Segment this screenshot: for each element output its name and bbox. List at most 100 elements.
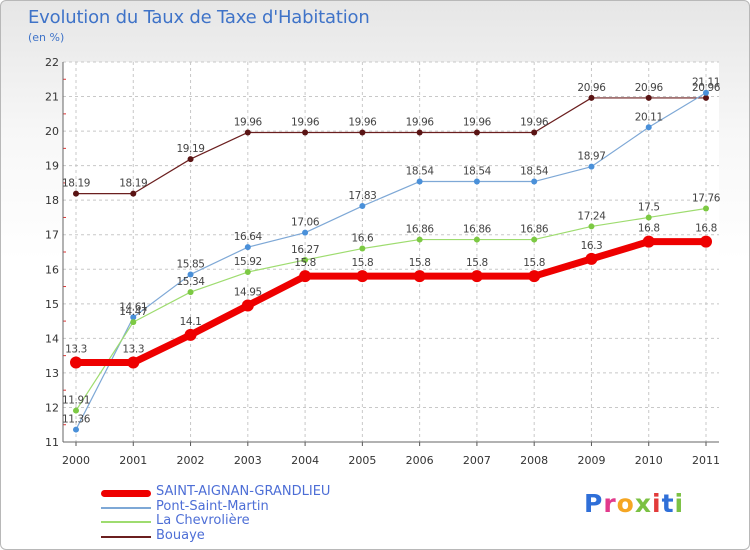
- data-label: 18.97: [577, 151, 605, 163]
- legend-swatch: [101, 489, 151, 497]
- data-label: 19.96: [348, 116, 377, 128]
- data-label: 16.86: [520, 224, 549, 236]
- y-tick-label: 20: [45, 125, 59, 138]
- line-chart: 11 12 13 14 15 16 17 18 19 20 21 22 2000 2001 2002 2003…: [45, 56, 721, 467]
- data-point: [130, 319, 137, 326]
- data-point: [244, 244, 251, 251]
- x-tick-label: 2000: [62, 454, 90, 467]
- x-tick-label: 2004: [291, 454, 319, 467]
- data-label: 16.8: [638, 223, 660, 235]
- logo-letter: P: [584, 489, 604, 518]
- data-point: [244, 129, 251, 136]
- data-label: 15.92: [234, 256, 262, 268]
- y-tick-label: 14: [45, 332, 59, 345]
- data-point: [359, 203, 366, 210]
- data-label: 17.06: [291, 217, 320, 229]
- data-label: 20.96: [692, 82, 721, 94]
- chart-title: Evolution du Taux de Taxe d'Habitation: [28, 7, 370, 28]
- data-label: 17.83: [348, 190, 376, 202]
- legend-label: Pont-Saint-Martin: [156, 498, 269, 514]
- data-point: [645, 124, 652, 131]
- data-label: 17.5: [638, 201, 660, 213]
- x-tick-label: 2009: [577, 454, 605, 467]
- data-point: [241, 299, 254, 312]
- data-point: [73, 190, 79, 197]
- data-label: 20.96: [635, 82, 664, 94]
- data-label: 14.47: [119, 306, 147, 318]
- logo-letter: x: [634, 489, 652, 518]
- data-point: [531, 129, 538, 136]
- data-point: [645, 94, 652, 101]
- legend-label: SAINT-AIGNAN-GRANDLIEU: [156, 484, 331, 499]
- legend-label: La Chevrolière: [156, 513, 250, 528]
- series-line: [75, 207, 707, 412]
- data-label: 14.61: [119, 301, 147, 313]
- data-point: [187, 271, 194, 278]
- data-point: [299, 270, 312, 283]
- data-label: 19.96: [291, 116, 320, 128]
- data-point: [588, 94, 595, 101]
- data-label: 15.8: [409, 257, 431, 269]
- data-label: 16.86: [463, 224, 492, 236]
- data-point: [416, 236, 423, 243]
- data-label: 16.3: [581, 240, 603, 252]
- data-point: [470, 270, 483, 283]
- logo-letter: o: [616, 489, 635, 518]
- data-label: 16.64: [234, 231, 263, 243]
- data-point: [130, 314, 137, 321]
- data-point: [588, 223, 595, 230]
- data-point: [645, 214, 652, 221]
- data-label: 19.96: [463, 116, 492, 128]
- data-label: 18.19: [119, 178, 147, 190]
- logo-letter: r: [603, 489, 617, 518]
- data-label: 15.8: [351, 257, 373, 269]
- data-point: [356, 270, 369, 283]
- data-point: [416, 129, 423, 136]
- data-point: [127, 356, 140, 369]
- data-point: [73, 426, 79, 433]
- data-point: [473, 129, 480, 136]
- series-line: [72, 238, 710, 367]
- data-label: 16.86: [406, 224, 435, 236]
- data-label: 13.3: [65, 344, 87, 356]
- data-point: [473, 178, 480, 185]
- series-line: [75, 92, 707, 431]
- data-label: 11.36: [62, 414, 91, 426]
- data-label: 19.19: [177, 143, 205, 155]
- x-tick-label: 2002: [177, 454, 205, 467]
- x-tick-label: 2010: [635, 454, 663, 467]
- data-point: [187, 289, 194, 296]
- data-label: 20.11: [635, 111, 663, 123]
- data-label: 18.54: [463, 166, 492, 178]
- y-tick-label: 17: [45, 229, 59, 242]
- data-label: 16.8: [695, 223, 717, 235]
- data-point: [703, 89, 709, 96]
- data-point: [473, 236, 480, 243]
- series-line: [75, 97, 707, 195]
- data-label: 15.8: [523, 257, 545, 269]
- data-point: [413, 270, 426, 283]
- data-point: [244, 269, 251, 276]
- data-point: [130, 190, 137, 197]
- data-label: 18.54: [520, 166, 549, 178]
- data-label: 21.11: [692, 77, 720, 89]
- data-point: [642, 235, 655, 248]
- data-point: [531, 236, 538, 243]
- data-point: [359, 129, 366, 136]
- data-point: [302, 129, 309, 136]
- y-tick-label: 18: [45, 194, 59, 207]
- data-label: 15.34: [177, 276, 206, 288]
- legend-swatch: [101, 521, 151, 523]
- data-point: [703, 205, 709, 212]
- y-tick-label: 11: [45, 436, 59, 449]
- y-tick-label: 22: [45, 56, 59, 69]
- data-label: 20.96: [577, 82, 606, 94]
- legend-swatch: [101, 535, 151, 538]
- x-tick-label: 2005: [348, 454, 376, 467]
- logo-letter: i: [652, 489, 662, 518]
- y-tick-label: 12: [45, 401, 59, 414]
- data-label: 18.19: [62, 178, 90, 190]
- data-point: [187, 156, 194, 163]
- data-point: [73, 407, 79, 414]
